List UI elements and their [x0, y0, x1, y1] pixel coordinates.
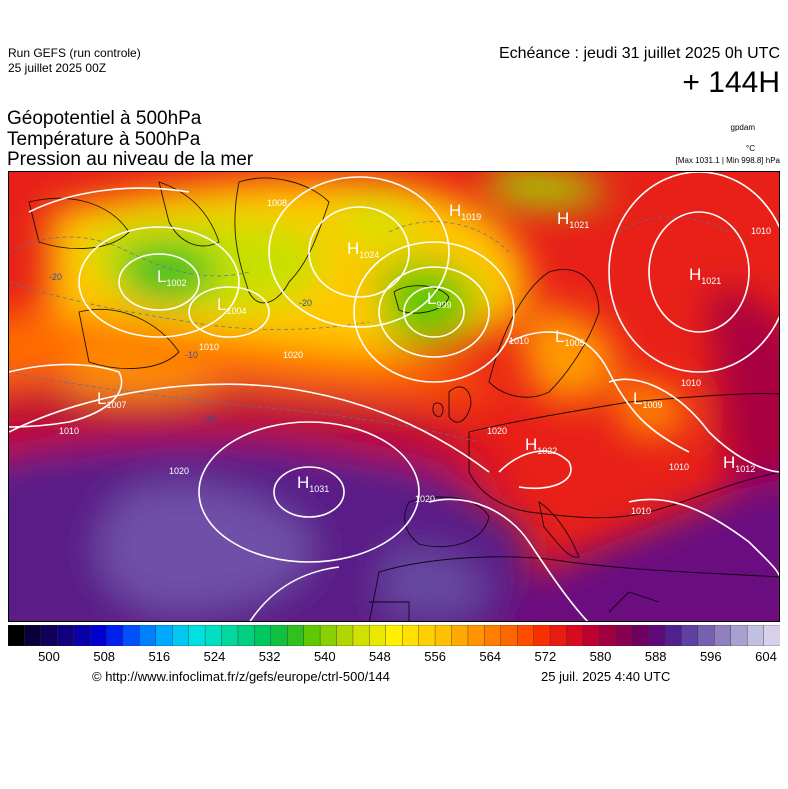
color-scale-cell	[8, 625, 26, 646]
run-date: 25 juillet 2025 00Z	[8, 61, 107, 75]
color-scale-cell	[319, 625, 338, 646]
isobar-label: 1010	[681, 378, 701, 388]
isotherm-label: -20	[49, 272, 62, 282]
isobar-label: 1010	[199, 342, 219, 352]
color-scale-cell	[549, 625, 568, 646]
color-scale-cell	[122, 625, 141, 646]
color-scale-label: 556	[424, 649, 446, 664]
color-scale-cell	[697, 625, 715, 646]
color-scale-label: 532	[258, 649, 281, 664]
color-scale-cell	[221, 625, 239, 646]
color-scale-cell	[434, 625, 453, 646]
unit-temperature: °C	[746, 144, 755, 153]
weather-map: L1002 L1004 H1024 L999 H1019 H1021 H1021 L1007 L…	[8, 171, 780, 622]
isobar-label: 1010	[669, 462, 689, 472]
isobar-label: 1010	[751, 226, 771, 236]
isobar-label: 1010	[59, 426, 79, 436]
isobar-label: 1010	[631, 506, 651, 516]
color-scale-cell	[303, 625, 321, 646]
isotherm-label: -10	[185, 350, 198, 360]
isobar-label: 1020	[487, 426, 507, 436]
color-scale-label: 540	[313, 649, 336, 664]
color-scale-cell	[352, 625, 371, 646]
color-scale-cell	[746, 625, 765, 646]
color-scale-label: 524	[203, 649, 226, 664]
color-scale-cell	[418, 625, 436, 646]
color-scale-cell	[631, 625, 650, 646]
color-scale-cell	[484, 625, 502, 646]
color-scale-cell	[89, 625, 108, 646]
color-scale-cell	[648, 625, 666, 646]
color-scale-cell	[287, 625, 305, 646]
pressure-extremes: [Max 1031.1 | Min 998.8] hPa	[675, 156, 780, 165]
color-scale-label: 580	[589, 649, 612, 664]
run-title: Run GEFS (run controle)	[8, 46, 141, 60]
color-scale-label: 596	[699, 649, 722, 664]
isobar-label: 1020	[169, 466, 189, 476]
color-scale-cell	[681, 625, 699, 646]
color-scale-cell	[24, 625, 42, 646]
unit-geopotential: gpdam	[730, 123, 755, 132]
copyright-url: © http://www.infoclimat.fr/z/gefs/europe…	[92, 669, 390, 684]
color-scale-cell	[40, 625, 58, 646]
parameter-geopotential: Géopotentiel à 500hPa	[7, 108, 202, 129]
color-scale-cell	[204, 625, 223, 646]
color-scale-cell	[172, 625, 190, 646]
color-scale-cell	[106, 625, 124, 646]
color-scale	[8, 625, 780, 646]
color-scale-cell	[270, 625, 288, 646]
color-scale-cell	[369, 625, 387, 646]
color-scale-cell	[155, 625, 173, 646]
valid-time: Echéance : jeudi 31 juillet 2025 0h UTC	[498, 45, 780, 62]
lead-time: + 144H	[682, 66, 780, 99]
isobar-label: 1008	[267, 198, 287, 208]
color-scale-cell	[254, 625, 272, 646]
isotherm-label: -10	[203, 414, 216, 424]
color-scale-label: 500	[38, 649, 60, 664]
color-scale-bar	[8, 625, 780, 646]
color-scale-cell	[582, 625, 601, 646]
color-scale-cell	[237, 625, 256, 646]
color-scale-label: 564	[479, 649, 502, 664]
color-scale-cell	[336, 625, 354, 646]
color-scale-cell	[730, 625, 748, 646]
isobar-label: 1020	[415, 494, 435, 504]
color-scale-cell	[467, 625, 486, 646]
color-scale-cell	[500, 625, 518, 646]
color-scale-cell	[451, 625, 469, 646]
color-scale-cell	[714, 625, 732, 646]
color-scale-cell	[385, 625, 403, 646]
color-scale-label: 548	[369, 649, 391, 664]
color-scale-label: 516	[148, 649, 171, 664]
color-scale-label: 572	[534, 649, 557, 664]
color-scale-labels: 500 508 516 524 532 540 548 556 564 572 580 588 596 6…	[8, 649, 780, 665]
parameter-temperature: Température à 500hPa	[7, 129, 201, 150]
color-scale-cell	[139, 625, 157, 646]
color-scale-label: 604	[755, 649, 777, 664]
color-scale-cell	[763, 625, 780, 646]
color-scale-cell	[533, 625, 551, 646]
color-scale-cell	[599, 625, 617, 646]
color-scale-label: 588	[644, 649, 667, 664]
color-scale-cell	[73, 625, 91, 646]
color-scale-cell	[188, 625, 206, 646]
generation-time: 25 juil. 2025 4:40 UTC	[541, 669, 671, 684]
color-scale-cell	[402, 625, 420, 646]
color-scale-cell	[566, 625, 584, 646]
color-scale-cell	[516, 625, 535, 646]
parameter-pressure: Pression au niveau de la mer	[7, 149, 254, 170]
color-scale-cell	[664, 625, 683, 646]
color-scale-cell	[57, 625, 75, 646]
isobar-label: 1010	[509, 336, 529, 346]
isobar-label: 1020	[283, 350, 303, 360]
color-scale-label: 508	[93, 649, 116, 664]
color-scale-cell	[615, 625, 633, 646]
isotherm-label: -20	[299, 298, 312, 308]
